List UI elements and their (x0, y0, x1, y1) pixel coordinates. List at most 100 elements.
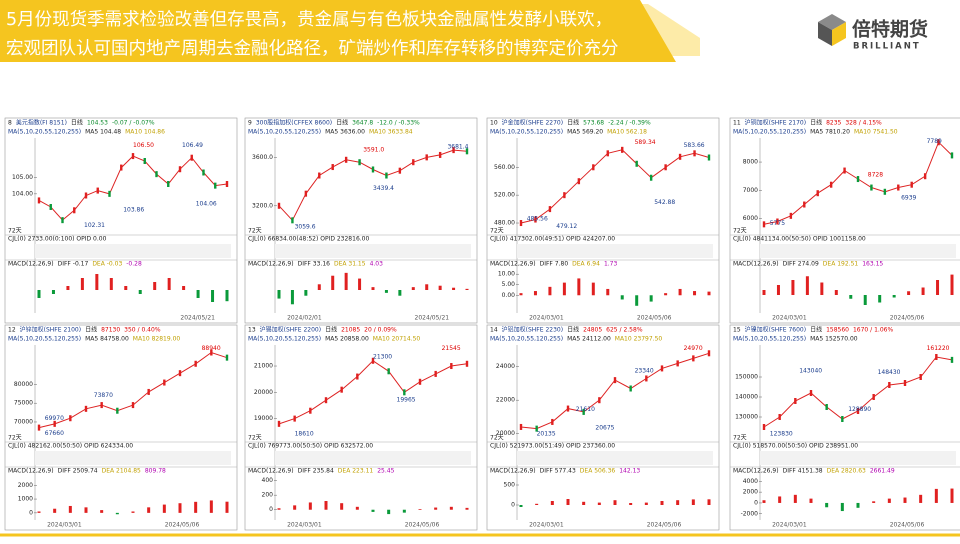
price-annotation: 128890 (848, 406, 871, 413)
price-annotation: 589.34 (635, 139, 656, 146)
ma10: MA10 104.86 (125, 129, 165, 136)
price-annotation: 73870 (94, 392, 113, 399)
date-label: 2024/03/01 (772, 522, 807, 529)
candle (210, 349, 213, 356)
candle (678, 153, 682, 160)
macd-bar (566, 499, 570, 505)
candle (548, 206, 552, 213)
macd-bar (358, 278, 362, 290)
candle (809, 390, 813, 396)
volume-label: CJL(0) 482162.00(50:50) OPID 624334.00 (8, 443, 133, 450)
macd-bar (109, 278, 113, 290)
candle (903, 380, 907, 386)
candle (277, 420, 281, 427)
macd-bar (907, 291, 911, 295)
candle (37, 197, 41, 204)
macd-bar (317, 284, 321, 290)
y-tick-label: 150000 (735, 374, 758, 381)
macd-diff: DIFF -0.17 (58, 261, 89, 268)
last-price: 87130 (101, 327, 120, 334)
candle (577, 178, 581, 185)
macd-bar (820, 282, 824, 295)
period: 日线 (325, 326, 337, 334)
candle (856, 176, 860, 183)
days-label: 72天 (733, 435, 747, 442)
macd-bar (277, 290, 281, 299)
macd-bar (887, 498, 891, 503)
candle (629, 385, 632, 392)
macd-dea: DEA 506.36 (580, 468, 616, 475)
candle (841, 416, 844, 422)
candle (116, 407, 119, 414)
period: 日线 (810, 326, 822, 334)
price-annotation: 103.86 (123, 206, 144, 213)
date-label: 2024/05/06 (405, 522, 440, 529)
y-tick-label: 8000 (743, 159, 758, 166)
date-label: 2024/05/06 (890, 315, 925, 322)
y-tick-label: 19000 (254, 415, 273, 422)
macd-bar (398, 290, 402, 296)
macd-bar (825, 502, 829, 508)
ma-label: MA(5,10,20,55,120,255) (733, 129, 806, 136)
macd-bar (182, 286, 186, 290)
macd-bar (809, 498, 813, 503)
candle (291, 217, 294, 224)
candle (412, 159, 415, 166)
macd-bar (225, 501, 229, 513)
title-banner (0, 0, 676, 62)
macd-bar (762, 500, 766, 503)
last-price: 104.53 (87, 120, 108, 127)
period: 日线 (85, 326, 97, 334)
candle (84, 405, 88, 412)
y-tick-label: 21000 (254, 363, 273, 370)
macd-tick-label: 200 (262, 492, 274, 499)
volume-strip (760, 451, 956, 465)
volume-label: CJL(0) 417302.00(49:51) OPID 424207.00 (490, 236, 615, 243)
macd-tick-label: 0 (754, 499, 758, 506)
macd-bar (211, 290, 215, 302)
date-label: 2024/02/01 (287, 315, 322, 322)
logo: 倍特期货 BRILLIANT (818, 14, 928, 52)
ma10: MA10 562.18 (607, 129, 647, 136)
volume-strip (275, 451, 471, 465)
candle (131, 402, 135, 409)
macd-bar (519, 293, 523, 296)
macd-bar (762, 290, 766, 295)
candle (387, 368, 390, 375)
macd-bar (124, 286, 128, 290)
candle (843, 167, 846, 174)
price-change: 625 / 2.58% (606, 327, 643, 334)
macd-bar (691, 499, 695, 505)
candle (131, 153, 135, 160)
ma-label: MA(5,10,20,55,120,255) (8, 336, 81, 343)
macd-bar (664, 293, 668, 296)
macd-dea: DEA -0.03 (92, 261, 122, 268)
macd-tick-label: 0 (29, 509, 33, 516)
price-change: 20 / 0.09% (364, 327, 397, 334)
macd-bar (707, 499, 711, 505)
y-tick-label: 80000 (14, 381, 33, 388)
panel-number: 10 (490, 120, 498, 127)
macd-bar (68, 505, 72, 513)
y-tick-label: 480.00 (494, 220, 515, 227)
price-annotation: 88940 (202, 345, 221, 352)
macd-bar (582, 501, 586, 505)
macd-tick-label: 2000 (18, 482, 33, 489)
macd-bar (196, 290, 200, 298)
period: 日线 (567, 119, 579, 127)
macd-dea: DEA 2820.63 (827, 468, 866, 475)
macd-value: 2661.49 (870, 468, 895, 475)
macd-bar (340, 503, 344, 510)
candle (214, 182, 217, 189)
macd-bar (162, 504, 166, 513)
macd-bar (402, 509, 406, 513)
ma-label: MA(5,10,20,55,120,255) (248, 129, 321, 136)
instrument-name: 300股指加权(CFFEX 8600) (256, 119, 332, 127)
date-label: 2024/03/01 (287, 522, 322, 529)
candle (37, 424, 41, 431)
y-tick-label: 20000 (496, 430, 515, 437)
instrument-name: 沪锡加权(SHFE 2200) (260, 326, 321, 334)
y-tick-label: 520.00 (494, 192, 515, 199)
macd-bar (620, 295, 624, 300)
macd-label: MACD(12,26,9) (733, 261, 779, 268)
